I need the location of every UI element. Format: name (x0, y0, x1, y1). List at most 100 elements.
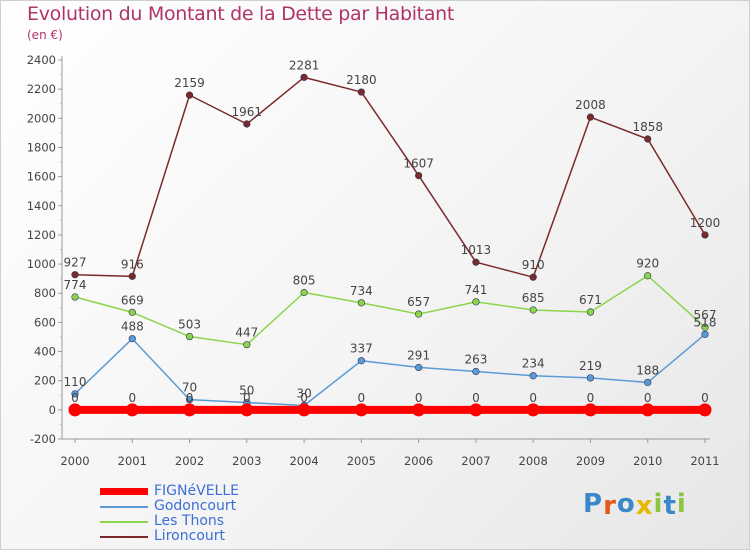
x-tick-label: 2009 (576, 454, 605, 468)
data-point (128, 272, 136, 280)
data-label: 0 (529, 391, 537, 405)
y-tick-label: 1800 (27, 140, 56, 154)
data-point (128, 335, 136, 343)
data-label: 50 (239, 384, 254, 398)
data-label: 2008 (575, 98, 606, 112)
data-point (185, 396, 194, 404)
x-tick-label: 2002 (175, 454, 204, 468)
legend-item: FIGNéVELLE (100, 484, 320, 499)
series-line-lironcourt (74, 76, 706, 278)
proxiti-logo: Proxiti (583, 489, 687, 521)
x-tick-label: 2004 (289, 454, 318, 468)
data-point (185, 332, 194, 341)
legend-swatch (100, 506, 148, 508)
data-label: 0 (415, 391, 423, 405)
data-label: 1961 (232, 105, 263, 119)
data-label: 110 (64, 375, 87, 389)
data-point (300, 73, 308, 81)
data-label: 30 (296, 386, 311, 400)
y-tick-label: 2200 (27, 82, 56, 96)
data-point (128, 308, 136, 316)
data-label: 2180 (346, 73, 377, 87)
data-label: 774 (64, 278, 87, 292)
data-label: 337 (350, 342, 373, 356)
data-label: 291 (407, 348, 430, 362)
data-point (415, 171, 423, 180)
legend-item: Les Thons (100, 514, 320, 529)
data-point (297, 403, 311, 417)
data-label: 741 (464, 283, 487, 297)
x-tick-label: 2011 (690, 454, 719, 468)
data-label: 234 (522, 357, 545, 371)
data-point (586, 113, 595, 121)
data-point (243, 341, 251, 349)
data-label: 503 (178, 318, 201, 332)
y-tick-label: 2400 (27, 53, 56, 67)
data-label: 0 (300, 391, 308, 405)
legend-label: Godoncourt (154, 498, 237, 514)
data-label: 0 (701, 391, 709, 405)
data-point (68, 403, 82, 417)
data-label: 2281 (289, 58, 320, 72)
chart-unit-label: (en €) (27, 28, 63, 42)
y-tick-label: 1400 (27, 199, 56, 213)
x-tick-label: 2008 (519, 454, 548, 468)
y-tick-label: 1200 (27, 228, 56, 242)
data-label: 0 (186, 391, 194, 405)
legend-label: FIGNéVELLE (154, 483, 239, 499)
data-point (357, 357, 365, 365)
data-point (526, 403, 540, 417)
data-point (469, 403, 483, 417)
data-point (698, 403, 712, 417)
data-point (472, 298, 480, 306)
data-label: 263 (464, 353, 487, 367)
data-point (412, 403, 426, 417)
x-tick-label: 2003 (232, 454, 261, 468)
y-tick-label: 800 (34, 286, 56, 300)
data-label: 910 (522, 258, 545, 272)
data-point (357, 88, 365, 96)
x-tick-label: 2001 (118, 454, 147, 468)
data-point (644, 378, 652, 387)
x-tick-label: 2000 (60, 454, 89, 468)
data-point (71, 390, 79, 398)
data-point (415, 310, 423, 318)
data-label: 657 (407, 295, 430, 309)
data-label: 0 (472, 391, 480, 405)
x-tick-label: 2005 (347, 454, 376, 468)
data-label: 927 (64, 256, 87, 270)
y-tick-label: 1000 (27, 257, 56, 271)
data-point (701, 323, 709, 331)
data-label: 0 (243, 391, 251, 405)
y-tick-label: 200 (34, 374, 56, 388)
legend-label: Lironcourt (154, 528, 225, 544)
data-label: 567 (694, 308, 717, 322)
x-tick-label: 2006 (404, 454, 433, 468)
data-label: 0 (71, 391, 79, 405)
data-label: 1858 (632, 120, 663, 134)
data-point (354, 403, 368, 417)
chart-legend: FIGNéVELLE Godoncourt Les Thons Lironcourt (100, 484, 320, 544)
x-tick-label: 2007 (461, 454, 490, 468)
data-label: 669 (121, 293, 144, 307)
y-tick-label: -200 (30, 432, 56, 446)
chart-title: Evolution du Montant de la Dette par Hab… (27, 3, 455, 25)
data-point (183, 403, 197, 417)
y-tick-label: 2000 (27, 111, 56, 125)
data-label: 916 (121, 257, 144, 271)
data-label: 1200 (690, 216, 721, 230)
legend-label: Les Thons (154, 513, 225, 529)
data-point (529, 273, 537, 281)
legend-swatch (100, 521, 148, 523)
data-label: 0 (587, 391, 595, 405)
data-label: 488 (121, 320, 144, 334)
data-point (243, 120, 251, 128)
y-tick-label: 400 (34, 345, 56, 359)
legend-swatch (100, 536, 148, 538)
data-label: 805 (293, 274, 316, 288)
data-label: 518 (694, 315, 717, 329)
data-label: 734 (350, 284, 373, 298)
data-point (472, 367, 480, 376)
data-point (529, 306, 537, 314)
